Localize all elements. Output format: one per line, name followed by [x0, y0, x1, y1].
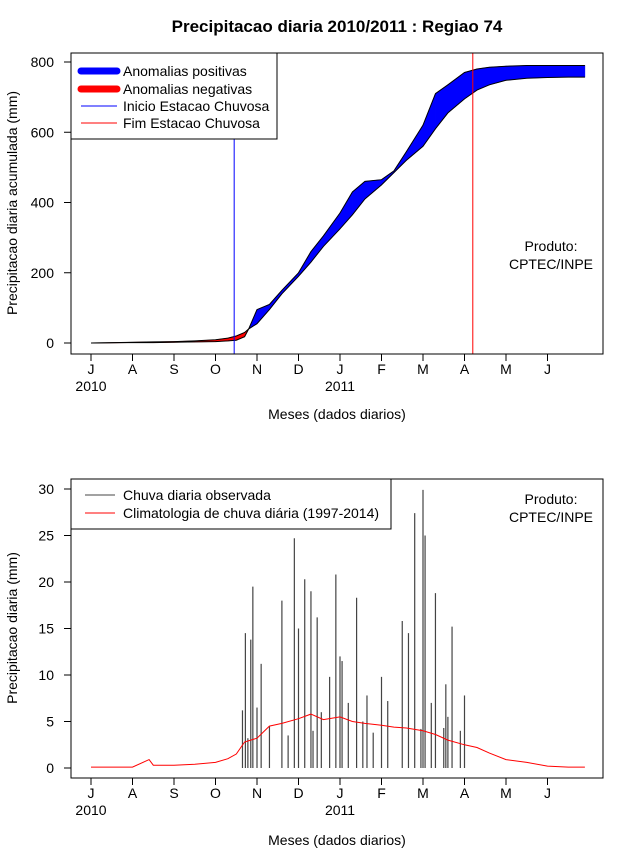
- anomaly-positive-band: [323, 212, 341, 248]
- c1-x-tick-label: J: [88, 361, 95, 377]
- c2-x-tick-label: M: [417, 785, 429, 801]
- c1-y-tick-label: 0: [46, 335, 54, 351]
- c1-x-tick-label: J: [544, 361, 551, 377]
- c2-x-tick-label: A: [460, 785, 470, 801]
- c2-y-tick-label: 15: [38, 621, 54, 637]
- legend-label-positive: Anomalias positivas: [123, 63, 247, 79]
- legend-label-season-end: Fim Estacao Chuvosa: [123, 115, 260, 131]
- c2-x-tick-label: O: [210, 785, 221, 801]
- c2-x-tick-label: N: [252, 785, 262, 801]
- c2-x-tick-label: D: [293, 785, 303, 801]
- x-axis-label: Meses (dados diarios): [268, 406, 406, 422]
- observed-cumulative-line: [90, 65, 585, 344]
- legend: Anomalias positivas Anomalias negativas …: [70, 52, 278, 140]
- c1-x-tick-label: F: [377, 361, 386, 377]
- c1-year-label: 2010: [75, 378, 106, 394]
- c1-x-tick-label: M: [417, 361, 429, 377]
- legend-label-observed: Chuva diaria observada: [123, 487, 271, 503]
- chart-accumulated: Precipitacao diaria 2010/2011 : Regiao 7…: [4, 17, 604, 422]
- c2-x-tick-label: M: [500, 785, 512, 801]
- c2-y-tick-label: 5: [46, 714, 54, 730]
- anomaly-positive-band: [476, 66, 490, 91]
- c2-x-tick-label: J: [88, 785, 95, 801]
- c1-y-tick-label: 600: [31, 124, 55, 140]
- y-axis-label-2: Precipitacao diaria (mm): [4, 552, 20, 704]
- c1-y-tick-label: 200: [31, 265, 55, 281]
- climatology-cumulative-line: [90, 76, 585, 344]
- legend-label-season-start: Inicio Estacao Chuvosa: [123, 98, 270, 114]
- y-axis-label: Precipitacao diaria acumulada (mm): [4, 91, 20, 315]
- c2-x-tick-label: J: [337, 785, 344, 801]
- anomaly-positive-band: [526, 65, 548, 79]
- c2-y-tick-label: 10: [38, 667, 54, 683]
- anomaly-positive-band: [567, 65, 586, 78]
- c1-x-tick-label: O: [210, 361, 221, 377]
- legend-label-climatology: Climatologia de chuva diária (1997-2014): [123, 505, 379, 521]
- c1-x-tick-label: N: [252, 361, 262, 377]
- c1-x-tick-label: A: [128, 361, 138, 377]
- plot-frame: [70, 52, 604, 355]
- c1-x-tick-label: A: [460, 361, 470, 377]
- anomaly-positive-band: [435, 84, 449, 130]
- chart-title: Precipitacao diaria 2010/2011 : Regiao 7…: [172, 17, 503, 36]
- c1-x-tick-label: M: [500, 361, 512, 377]
- product-label-2: Produto:: [525, 491, 578, 507]
- c2-x-tick-label: S: [169, 785, 178, 801]
- c2-year-label: 2011: [325, 802, 355, 818]
- c1-y-tick-label: 800: [31, 54, 55, 70]
- climatology-daily-line: [91, 713, 585, 768]
- anomaly-positive-band: [547, 65, 569, 78]
- anomaly-negative-band: [235, 332, 245, 341]
- anomaly-positive-band: [364, 179, 382, 200]
- c2-y-tick-label: 20: [38, 574, 54, 590]
- legend-box-2: [70, 478, 392, 530]
- x-axis-label-2: Meses (dados diarios): [268, 832, 406, 848]
- c2-x-tick-label: F: [377, 785, 386, 801]
- c2-year-label: 2010: [75, 802, 106, 818]
- c2-y-tick-label: 25: [38, 528, 54, 544]
- anomaly-positive-band: [406, 124, 424, 161]
- legend-label-negative: Anomalias negativas: [123, 81, 252, 97]
- c2-x-tick-label: J: [544, 785, 551, 801]
- c2-y-tick-label: 30: [38, 481, 54, 497]
- c2-x-tick-label: A: [128, 785, 138, 801]
- c1-x-tick-label: S: [169, 361, 178, 377]
- c1-year-label: 2011: [325, 378, 355, 394]
- c1-x-tick-label: D: [293, 361, 303, 377]
- legend-2: Chuva diaria observada Climatologia de c…: [70, 478, 392, 530]
- product-source-2: CPTEC/INPE: [509, 509, 593, 525]
- c2-y-tick-label: 0: [46, 760, 54, 776]
- legend-box: [70, 52, 278, 140]
- product-source: CPTEC/INPE: [509, 256, 593, 272]
- product-label: Produto:: [525, 238, 578, 254]
- c1-y-tick-label: 400: [31, 195, 55, 211]
- c1-x-tick-label: J: [337, 361, 344, 377]
